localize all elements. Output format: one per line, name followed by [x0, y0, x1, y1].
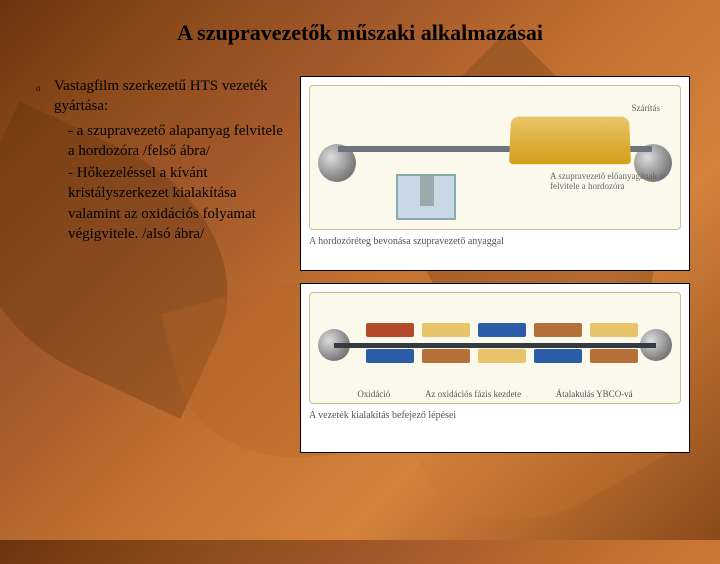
- figures-column: Szárítás A szupravezető előanyagának a f…: [300, 76, 690, 453]
- figure-bottom-diagram: Oxidáció Az oxidációs fázis kezdete Átal…: [309, 292, 681, 404]
- process-block: [534, 349, 582, 363]
- stage-label-3: Átalakulás YBCO-vá: [556, 389, 633, 399]
- bullet-marker: o: [36, 82, 41, 94]
- figure-top: Szárítás A szupravezető előanyagának a f…: [300, 76, 690, 271]
- stage-labels-row: Oxidáció Az oxidációs fázis kezdete Átal…: [310, 389, 680, 399]
- process-block: [478, 323, 526, 337]
- text-sub-2: - Hőkezeléssel a kívánt kristályszerkeze…: [54, 163, 290, 244]
- process-block: [422, 323, 470, 337]
- text-main-line: Vastagfilm szerkezetű HTS vezeték gyártá…: [54, 76, 290, 117]
- heater-shape: [509, 117, 631, 165]
- slide-title: A szupravezetők műszaki alkalmazásai: [30, 20, 690, 46]
- process-block: [366, 349, 414, 363]
- figure-top-caption: A hordozóréteg bevonása szupravezető any…: [309, 230, 681, 248]
- process-block: [422, 349, 470, 363]
- belt-shape: [334, 343, 656, 348]
- process-block: [478, 349, 526, 363]
- text-sub-1: - a szupravezető alapanyag felvitele a h…: [54, 121, 290, 162]
- content-row: o Vastagfilm szerkezetű HTS vezeték gyár…: [30, 76, 690, 453]
- process-block: [534, 323, 582, 337]
- process-block: [366, 323, 414, 337]
- process-block: [590, 323, 638, 337]
- figure-bottom: Oxidáció Az oxidációs fázis kezdete Átal…: [300, 283, 690, 453]
- slide-container: A szupravezetők műszaki alkalmazásai o V…: [0, 0, 720, 540]
- text-block: o Vastagfilm szerkezetű HTS vezeték gyár…: [30, 76, 290, 453]
- stage-label-1: Oxidáció: [357, 389, 390, 399]
- label-precursor: A szupravezető előanyagának a felvitele …: [550, 172, 670, 192]
- bath-inner-shape: [420, 176, 434, 206]
- stage-label-2: Az oxidációs fázis kezdete: [425, 389, 521, 399]
- label-drying: Szárítás: [632, 104, 661, 114]
- figure-bottom-caption: A vezeték kialakítás befejező lépései: [309, 404, 681, 422]
- bath-shape: [396, 174, 456, 220]
- figure-top-diagram: Szárítás A szupravezető előanyagának a f…: [309, 85, 681, 230]
- process-block: [590, 349, 638, 363]
